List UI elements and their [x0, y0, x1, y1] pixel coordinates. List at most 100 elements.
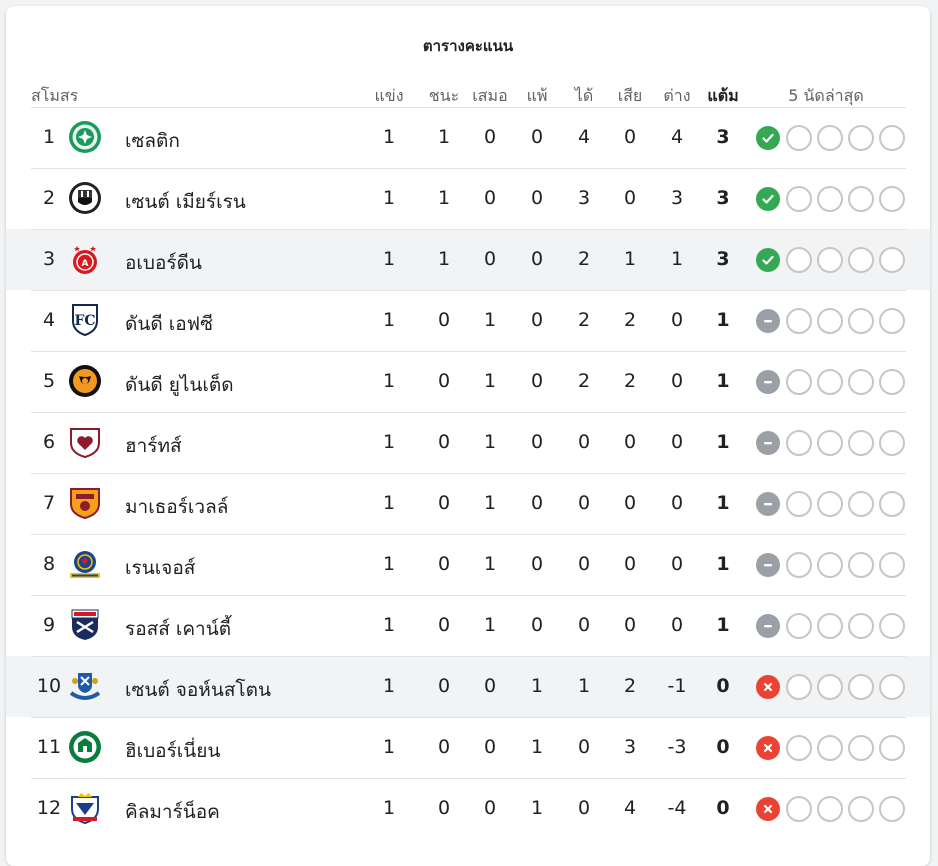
- draw-icon[interactable]: [756, 492, 780, 516]
- empty-result-icon: [879, 735, 905, 761]
- empty-result-icon: [786, 430, 812, 456]
- empty-result-icon: [817, 796, 843, 822]
- win-icon[interactable]: [756, 126, 780, 150]
- position-cell: 12: [36, 797, 62, 819]
- empty-result-icon: [848, 796, 874, 822]
- drawn-cell: 1: [483, 431, 497, 453]
- played-cell: 1: [382, 614, 396, 636]
- drawn-cell: 0: [483, 126, 497, 148]
- empty-result-icon: [817, 735, 843, 761]
- goals-against-cell: 4: [623, 797, 637, 819]
- empty-result-icon: [879, 491, 905, 517]
- empty-result-icon: [879, 186, 905, 212]
- points-cell: 1: [716, 370, 730, 392]
- points-cell: 0: [716, 736, 730, 758]
- table-title: ตารางคะแนน: [422, 37, 514, 55]
- points-cell: 1: [716, 614, 730, 636]
- form-guide: [756, 491, 905, 517]
- club-name[interactable]: มาเธอร์เวลล์: [125, 496, 229, 518]
- club-name[interactable]: อเบอร์ดีน: [125, 252, 202, 274]
- form-guide: [756, 125, 905, 151]
- loss-icon[interactable]: [756, 675, 780, 699]
- club-name[interactable]: ฮิเบอร์เนี่ยน: [125, 740, 221, 762]
- table-row[interactable]: 7 มาเธอร์เวลล์ 1 0 1 0 0 0 0 1: [6, 473, 930, 534]
- table-row[interactable]: 4 FC ดันดี เอฟซี 1 0 1 0 2 2 0 1: [6, 290, 930, 351]
- draw-icon[interactable]: [756, 370, 780, 394]
- header-lost: แพ้: [526, 86, 548, 105]
- table-row[interactable]: 11 ฮิเบอร์เนี่ยน 1 0 0 1 0 3 -3 0: [6, 717, 930, 778]
- empty-result-icon: [786, 369, 812, 395]
- table-row[interactable]: 1 เซลติก 1 1 0 0 4 0 4 3: [6, 107, 930, 168]
- won-cell: 0: [437, 614, 451, 636]
- table-row[interactable]: 6 ฮาร์ทส์ 1 0 1 0 0 0 0 1: [6, 412, 930, 473]
- drawn-cell: 1: [483, 492, 497, 514]
- loss-icon[interactable]: [756, 797, 780, 821]
- points-cell: 0: [716, 797, 730, 819]
- loss-icon[interactable]: [756, 736, 780, 760]
- form-guide: [756, 186, 905, 212]
- club-name[interactable]: คิลมาร์น็อค: [125, 801, 220, 823]
- win-icon[interactable]: [756, 187, 780, 211]
- empty-result-icon: [879, 552, 905, 578]
- points-cell: 1: [716, 309, 730, 331]
- empty-result-icon: [879, 125, 905, 151]
- ross-county-crest-icon: [68, 608, 102, 642]
- hibernian-crest-icon: [68, 730, 102, 764]
- club-name[interactable]: เซนต์ จอห์นสโตน: [125, 679, 271, 701]
- club-name[interactable]: ดันดี ยูไนเต็ด: [125, 374, 234, 396]
- st-johnstone-crest-icon: [68, 669, 102, 703]
- won-cell: 0: [437, 736, 451, 758]
- club-name[interactable]: ดันดี เอฟซี: [125, 313, 213, 335]
- won-cell: 0: [437, 553, 451, 575]
- goals-against-cell: 0: [623, 187, 637, 209]
- empty-result-icon: [879, 613, 905, 639]
- draw-icon[interactable]: [756, 553, 780, 577]
- played-cell: 1: [382, 187, 396, 209]
- row-divider: [31, 473, 906, 474]
- goals-against-cell: 0: [623, 492, 637, 514]
- position-cell: 11: [36, 736, 62, 758]
- form-guide: [756, 308, 905, 334]
- header-won: ชนะ: [428, 86, 460, 105]
- position-cell: 4: [42, 309, 56, 331]
- table-row[interactable]: 8 เรนเจอส์ 1 0 1 0 0 0 0 1: [6, 534, 930, 595]
- draw-icon[interactable]: [756, 309, 780, 333]
- empty-result-icon: [848, 186, 874, 212]
- goal-difference-cell: 0: [670, 553, 684, 575]
- header-gf: ได้: [574, 86, 594, 105]
- club-name[interactable]: เซนต์ เมียร์เรน: [125, 191, 246, 213]
- played-cell: 1: [382, 553, 396, 575]
- win-icon[interactable]: [756, 248, 780, 272]
- draw-icon[interactable]: [756, 431, 780, 455]
- position-cell: 2: [42, 187, 56, 209]
- table-row[interactable]: 2 เซนต์ เมียร์เรน 1 1 0 0 3 0 3 3: [6, 168, 930, 229]
- goals-for-cell: 0: [577, 614, 591, 636]
- header-club: สโมสร: [31, 86, 79, 105]
- celtic-crest-icon: [68, 120, 102, 154]
- table-row[interactable]: 3 A อเบอร์ดีน 1 1 0 0 2 1 1 3: [6, 229, 930, 290]
- goals-against-cell: 0: [623, 126, 637, 148]
- empty-result-icon: [848, 552, 874, 578]
- empty-result-icon: [817, 125, 843, 151]
- won-cell: 1: [437, 126, 451, 148]
- club-name[interactable]: เรนเจอส์: [125, 557, 196, 579]
- club-name[interactable]: ฮาร์ทส์: [125, 435, 182, 457]
- club-name[interactable]: เซลติก: [125, 130, 180, 152]
- drawn-cell: 0: [483, 675, 497, 697]
- form-guide: [756, 796, 905, 822]
- played-cell: 1: [382, 126, 396, 148]
- table-row[interactable]: 9 รอสส์ เคาน์ตี้ 1 0 1 0 0 0 0 1: [6, 595, 930, 656]
- form-guide: [756, 674, 905, 700]
- goals-for-cell: 2: [577, 370, 591, 392]
- empty-result-icon: [786, 247, 812, 273]
- table-row[interactable]: 12 คิลมาร์น็อค 1 0 0 1 0 4 -4 0: [6, 778, 930, 839]
- row-divider: [31, 412, 906, 413]
- goals-for-cell: 2: [577, 309, 591, 331]
- table-row[interactable]: 5 ดันดี ยูไนเต็ด 1 0 1 0 2 2 0 1: [6, 351, 930, 412]
- table-row[interactable]: 10 เซนต์ จอห์นสโตน 1 0 0 1 1 2 -1 0: [6, 656, 930, 717]
- standings-rows: 1 เซลติก 1 1 0 0 4 0 4 3 2 เซนต์ เมียร์เรน 1 1 0 0 3 0 3 3 3…: [6, 107, 930, 839]
- draw-icon[interactable]: [756, 614, 780, 638]
- club-name[interactable]: รอสส์ เคาน์ตี้: [125, 618, 232, 640]
- header-form: 5 นัดล่าสุด: [788, 86, 864, 105]
- empty-result-icon: [786, 186, 812, 212]
